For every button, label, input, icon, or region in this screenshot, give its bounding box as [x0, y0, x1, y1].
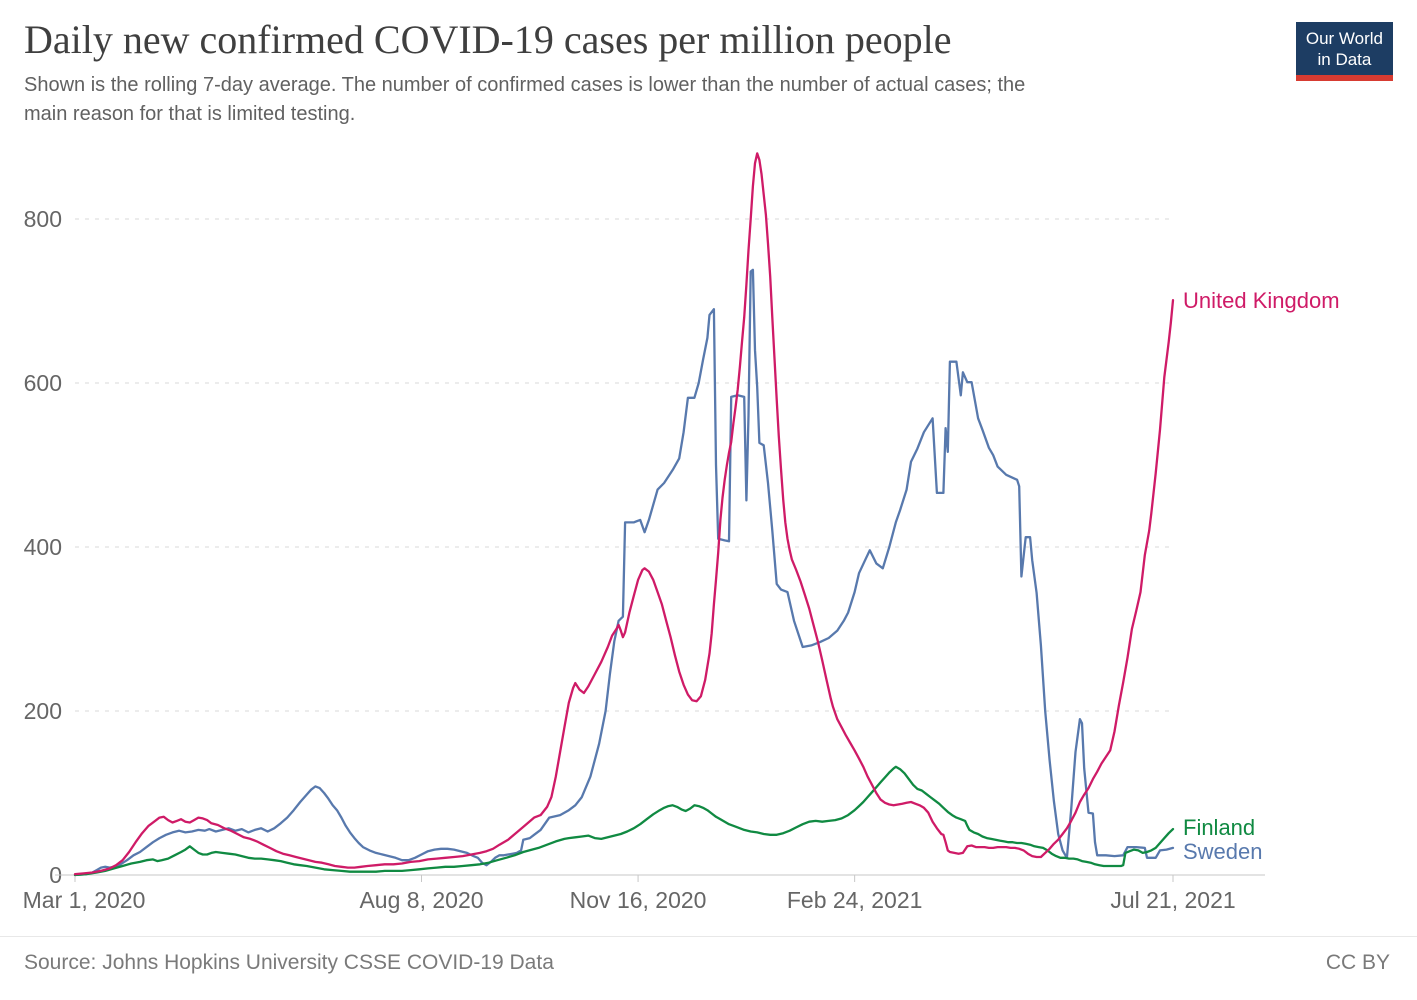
y-tick-label-200: 200 [24, 698, 62, 724]
x-tick-label-0: Mar 1, 2020 [23, 887, 146, 913]
series-line-finland [73, 765, 1175, 877]
x-tick-label-260: Nov 16, 2020 [570, 887, 707, 913]
chart-subtitle-line1: Shown is the rolling 7-day average. The … [24, 74, 1026, 96]
y-tick-label-400: 400 [24, 534, 62, 560]
chart-subtitle-line2: main reason for that is limited testing. [24, 103, 356, 125]
owid-logo: Our World in Data [1295, 22, 1393, 81]
series-label-sweden: Sweden [1183, 839, 1263, 864]
owid-logo-line1: Our World [1305, 29, 1383, 48]
y-tick-label-800: 800 [24, 206, 62, 232]
owid-logo-line2: in Data [1317, 50, 1372, 69]
series-label-finland: Finland [1183, 815, 1255, 840]
chart-subtitle: Shown is the rolling 7-day average. The … [24, 71, 1025, 129]
source-note: Source: Johns Hopkins University CSSE CO… [24, 951, 554, 974]
x-tick-label-160: Aug 8, 2020 [359, 887, 483, 913]
series-line-sweden [73, 268, 1175, 877]
license-note: CC BY [1325, 951, 1390, 974]
x-tick-label-507: Jul 21, 2021 [1110, 887, 1235, 913]
x-tick-label-360: Feb 24, 2021 [787, 887, 923, 913]
y-tick-label-600: 600 [24, 370, 62, 396]
footer: Source: Johns Hopkins University CSSE CO… [0, 936, 1417, 975]
series-line-united-kingdom [73, 152, 1175, 876]
chart-title: Daily new confirmed COVID-19 cases per m… [24, 17, 952, 62]
series-label-united-kingdom: United Kingdom [1183, 288, 1340, 313]
